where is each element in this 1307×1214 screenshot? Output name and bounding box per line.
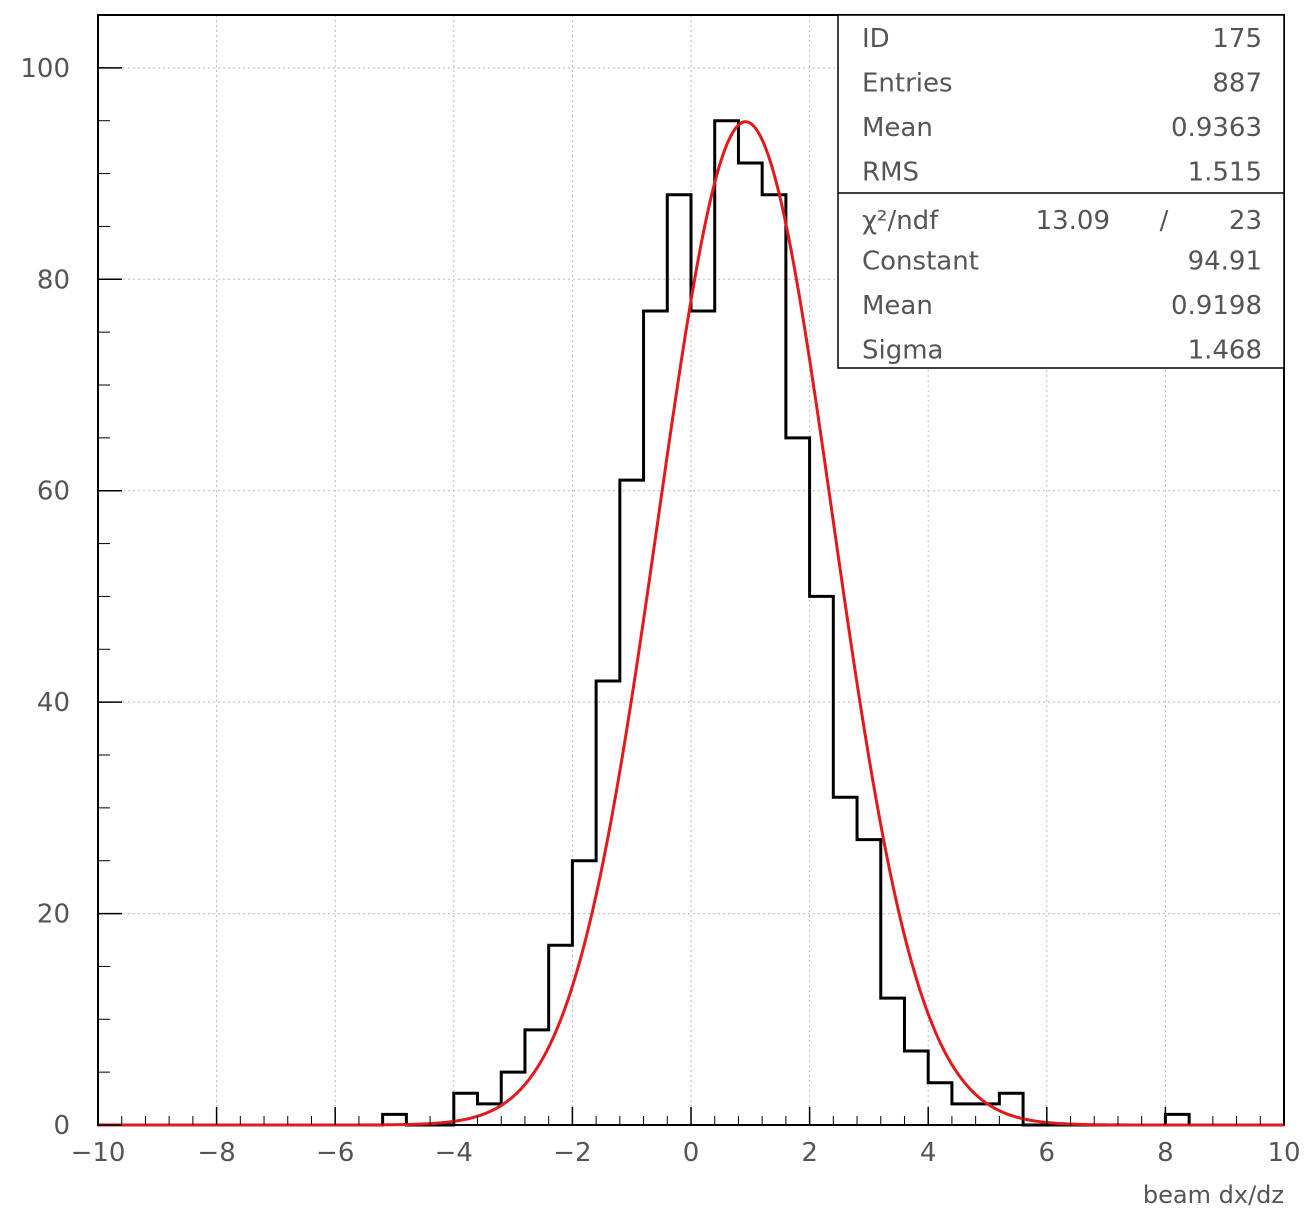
fit-sigma-value: 1.468 [1188, 336, 1262, 366]
y-tick-label: 40 [37, 688, 70, 718]
x-tick-label: −6 [316, 1138, 354, 1168]
fit-mean-label: Mean [862, 291, 933, 321]
stat-chi2-label: χ²/ndf [862, 206, 939, 236]
x-tick-label: 2 [801, 1138, 818, 1168]
y-tick-label: 60 [37, 477, 70, 507]
gaussian-fit-curve [98, 120, 1284, 1127]
stat-id-label: ID [862, 24, 890, 54]
stat-entries-value: 887 [1212, 69, 1262, 99]
y-tick-label: 80 [37, 265, 70, 295]
stat-mean-label: Mean [862, 113, 933, 143]
y-axis-ticks: 0 20 40 60 80 100 [20, 14, 122, 1141]
stats-box: ID 175 Entries 887 Mean 0.9363 RMS 1.515 χ²/ndf 1… [837, 14, 1285, 369]
x-tick-label: 8 [1157, 1138, 1174, 1168]
y-tick-label: 0 [53, 1111, 70, 1141]
stat-mean-value: 0.9363 [1171, 113, 1262, 143]
x-tick-label: 4 [920, 1138, 937, 1168]
x-tick-label: −8 [197, 1138, 235, 1168]
x-tick-label: −10 [71, 1138, 126, 1168]
x-tick-label: 6 [1039, 1138, 1056, 1168]
x-tick-label: −2 [553, 1138, 591, 1168]
stat-chi2-value: 13.09 [1036, 206, 1110, 236]
fit-constant-label: Constant [862, 247, 979, 277]
y-tick-label: 100 [20, 54, 70, 84]
stat-ndf-value: 23 [1229, 206, 1262, 236]
x-tick-label: 10 [1267, 1138, 1300, 1168]
stat-rms-label: RMS [862, 158, 919, 188]
fit-sigma-label: Sigma [862, 336, 944, 366]
stat-entries-label: Entries [862, 69, 953, 99]
fit-constant-value: 94.91 [1188, 247, 1262, 277]
stat-chi2-slash: / [1160, 206, 1169, 236]
fit-mean-value: 0.9198 [1171, 291, 1262, 321]
x-tick-label: 0 [683, 1138, 700, 1168]
stats-box-frame [837, 14, 1285, 369]
y-tick-label: 20 [37, 900, 70, 930]
stat-rms-value: 1.515 [1188, 158, 1262, 188]
x-axis-title: beam dx/dz [1143, 1181, 1284, 1209]
x-axis-ticks: −10 −8 −6 −4 −2 0 2 4 6 8 10 [71, 1107, 1301, 1168]
x-tick-label: −4 [435, 1138, 473, 1168]
stat-id-value: 175 [1212, 24, 1262, 54]
